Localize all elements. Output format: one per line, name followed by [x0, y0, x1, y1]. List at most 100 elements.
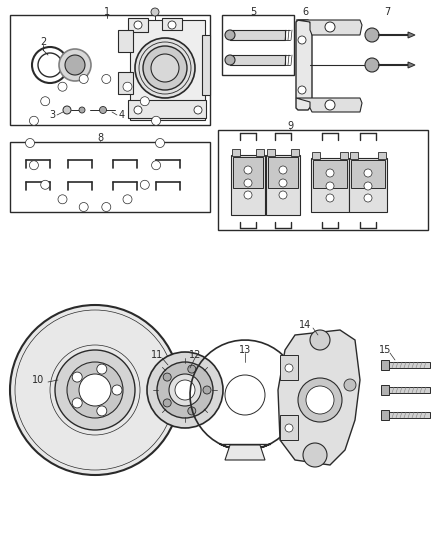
- Circle shape: [134, 106, 142, 114]
- Circle shape: [147, 352, 223, 428]
- Bar: [118, 30, 133, 52]
- Text: 3: 3: [49, 110, 55, 120]
- Circle shape: [72, 372, 82, 382]
- Text: 2: 2: [40, 37, 46, 47]
- Circle shape: [188, 407, 196, 415]
- Circle shape: [25, 139, 35, 148]
- Bar: [202, 35, 210, 95]
- Polygon shape: [408, 32, 415, 38]
- Text: 7: 7: [384, 7, 390, 17]
- Bar: [350, 152, 358, 159]
- Bar: [385, 362, 430, 368]
- Circle shape: [279, 191, 287, 199]
- Bar: [218, 130, 428, 230]
- Circle shape: [194, 106, 202, 114]
- Circle shape: [169, 374, 201, 406]
- Circle shape: [123, 82, 132, 91]
- Circle shape: [140, 96, 149, 106]
- Polygon shape: [351, 160, 385, 188]
- Polygon shape: [296, 20, 362, 35]
- Polygon shape: [266, 155, 300, 215]
- Text: 1: 1: [104, 7, 110, 17]
- Bar: [280, 415, 298, 440]
- Circle shape: [41, 96, 49, 106]
- Bar: [222, 15, 294, 75]
- Circle shape: [72, 398, 82, 408]
- Bar: [381, 410, 389, 420]
- Circle shape: [326, 194, 334, 202]
- Polygon shape: [225, 445, 265, 460]
- Circle shape: [303, 443, 327, 467]
- Bar: [291, 149, 299, 156]
- Polygon shape: [278, 330, 360, 465]
- Circle shape: [65, 55, 85, 75]
- Text: 6: 6: [302, 7, 308, 17]
- Circle shape: [134, 21, 142, 29]
- Circle shape: [79, 374, 111, 406]
- Bar: [385, 412, 430, 418]
- Circle shape: [140, 180, 149, 189]
- Polygon shape: [233, 157, 263, 188]
- Text: 9: 9: [287, 121, 293, 131]
- Bar: [128, 18, 148, 32]
- Circle shape: [157, 362, 213, 418]
- Polygon shape: [313, 160, 347, 188]
- Circle shape: [123, 195, 132, 204]
- Circle shape: [306, 386, 334, 414]
- Circle shape: [152, 116, 161, 125]
- Circle shape: [55, 350, 135, 430]
- Circle shape: [79, 75, 88, 84]
- Circle shape: [67, 362, 123, 418]
- Circle shape: [63, 106, 71, 114]
- Circle shape: [97, 406, 107, 416]
- Bar: [280, 355, 298, 380]
- Bar: [130, 20, 205, 120]
- Circle shape: [29, 161, 39, 169]
- Bar: [385, 387, 430, 393]
- Polygon shape: [231, 155, 265, 215]
- Text: 14: 14: [299, 320, 311, 330]
- Bar: [256, 149, 264, 156]
- Text: 11: 11: [151, 350, 163, 360]
- Polygon shape: [408, 62, 415, 68]
- Circle shape: [79, 203, 88, 212]
- Circle shape: [365, 58, 379, 72]
- Bar: [118, 72, 133, 94]
- Polygon shape: [296, 20, 312, 110]
- Circle shape: [364, 182, 372, 190]
- Circle shape: [310, 330, 330, 350]
- Bar: [232, 149, 240, 156]
- Bar: [381, 360, 389, 370]
- Circle shape: [279, 179, 287, 187]
- Circle shape: [203, 386, 211, 394]
- Circle shape: [364, 169, 372, 177]
- Circle shape: [41, 180, 49, 189]
- Circle shape: [10, 305, 180, 475]
- Circle shape: [225, 55, 235, 65]
- Circle shape: [298, 86, 306, 94]
- Circle shape: [188, 365, 196, 373]
- Text: 4: 4: [119, 110, 125, 120]
- Circle shape: [29, 116, 39, 125]
- Circle shape: [151, 54, 179, 82]
- Circle shape: [225, 30, 235, 40]
- Circle shape: [151, 8, 159, 16]
- Circle shape: [325, 100, 335, 110]
- Circle shape: [135, 38, 195, 98]
- Circle shape: [244, 191, 252, 199]
- Circle shape: [298, 36, 306, 44]
- Circle shape: [58, 195, 67, 204]
- Circle shape: [325, 22, 335, 32]
- Bar: [381, 385, 389, 395]
- Text: 5: 5: [250, 7, 256, 17]
- Text: 10: 10: [32, 375, 44, 385]
- Circle shape: [344, 379, 356, 391]
- Bar: [378, 152, 386, 159]
- Circle shape: [298, 378, 342, 422]
- Polygon shape: [349, 158, 387, 212]
- Text: 8: 8: [97, 133, 103, 143]
- Circle shape: [326, 169, 334, 177]
- Circle shape: [285, 424, 293, 432]
- Circle shape: [365, 28, 379, 42]
- Bar: [10, 142, 210, 212]
